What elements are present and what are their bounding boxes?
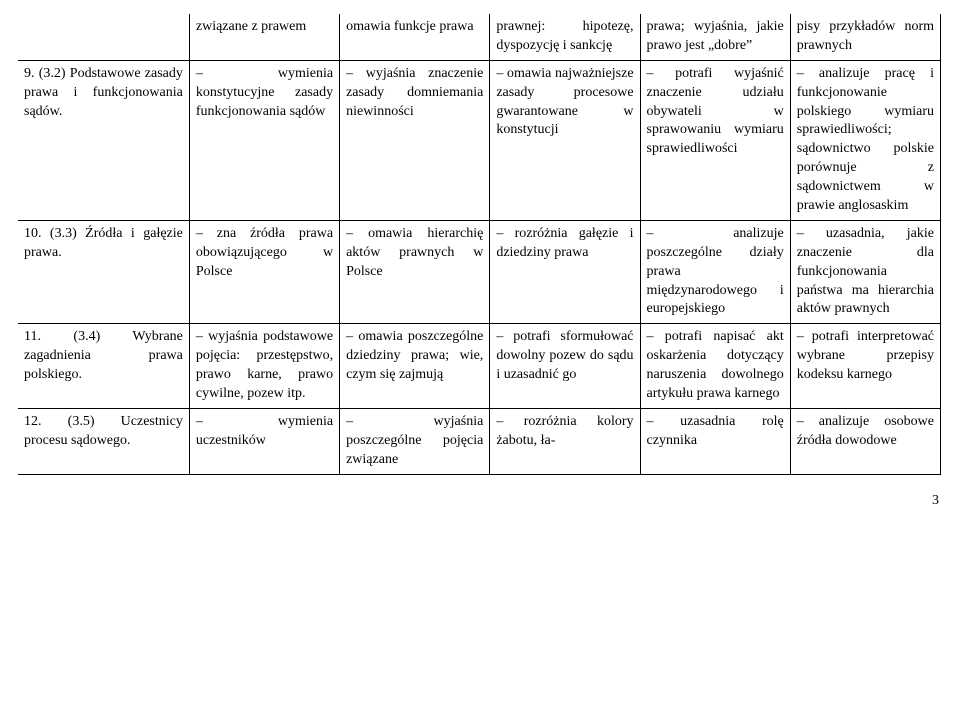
table-cell: 12. (3.5) Uczestnicy procesu sądowego. bbox=[18, 408, 189, 474]
table-cell: 11. (3.4) Wybrane zagadnienia prawa pols… bbox=[18, 324, 189, 409]
page-number: 3 bbox=[18, 493, 941, 509]
table-cell: omawia funkcje prawa bbox=[340, 14, 490, 60]
table-row: związane z prawemomawia funkcje prawapra… bbox=[18, 14, 941, 60]
table-cell: – potrafi sformułować dowolny pozew do s… bbox=[490, 324, 640, 409]
table-cell: związane z prawem bbox=[189, 14, 339, 60]
table-row: 11. (3.4) Wybrane zagadnienia prawa pols… bbox=[18, 324, 941, 409]
table-cell: prawnej: hipotezę, dyspozycję i sankcję bbox=[490, 14, 640, 60]
table-cell: prawa; wyjaśnia, jakie prawo jest „dobre… bbox=[640, 14, 790, 60]
table-row: 10. (3.3) Źródła i gałęzie prawa.– zna ź… bbox=[18, 220, 941, 323]
table-cell: – wyjaśnia znaczenie zasady domniemania … bbox=[340, 60, 490, 220]
table-cell: – potrafi napisać akt oskarżenia dotyczą… bbox=[640, 324, 790, 409]
table-row: 9. (3.2) Podstawowe zasady prawa i funkc… bbox=[18, 60, 941, 220]
table-cell: – wyjaśnia podstawowe pojęcia: przestęps… bbox=[189, 324, 339, 409]
table-cell: – wyjaśnia poszczególne pojęcia związane bbox=[340, 408, 490, 474]
table-cell: – analizuje osobowe źródła dowodowe bbox=[790, 408, 940, 474]
table-cell: – uzasadnia rolę czynnika bbox=[640, 408, 790, 474]
table-cell: – rozróżnia gałęzie i dziedziny prawa bbox=[490, 220, 640, 323]
table-cell: – analizuje pracę i funkcjonowanie polsk… bbox=[790, 60, 940, 220]
table-cell: – analizuje poszczególne działy prawa mi… bbox=[640, 220, 790, 323]
table-cell: – omawia poszczególne dziedziny prawa; w… bbox=[340, 324, 490, 409]
table-cell: – zna źródła prawa obowiązującego w Pols… bbox=[189, 220, 339, 323]
table-cell: – omawia hierarchię aktów prawnych w Pol… bbox=[340, 220, 490, 323]
table-cell: – potrafi interpretować wybrane przepisy… bbox=[790, 324, 940, 409]
table-cell: – omawia najważniejsze zasady procesowe … bbox=[490, 60, 640, 220]
table-cell: – wymienia uczestników bbox=[189, 408, 339, 474]
table-cell: pisy przykładów norm prawnych bbox=[790, 14, 940, 60]
table-row: 12. (3.5) Uczestnicy procesu sądowego.– … bbox=[18, 408, 941, 474]
table-cell: 9. (3.2) Podstawowe zasady prawa i funkc… bbox=[18, 60, 189, 220]
table-cell: – potrafi wyjaśnić znaczenie udziału oby… bbox=[640, 60, 790, 220]
table-cell: 10. (3.3) Źródła i gałęzie prawa. bbox=[18, 220, 189, 323]
table-cell: – uzasadnia, jakie znaczenie dla funkcjo… bbox=[790, 220, 940, 323]
curriculum-table: związane z prawemomawia funkcje prawapra… bbox=[18, 14, 941, 475]
table-cell: – wymienia konstytucyjne zasady funkcjon… bbox=[189, 60, 339, 220]
table-cell: – rozróżnia kolory żabotu, ła- bbox=[490, 408, 640, 474]
table-cell bbox=[18, 14, 189, 60]
